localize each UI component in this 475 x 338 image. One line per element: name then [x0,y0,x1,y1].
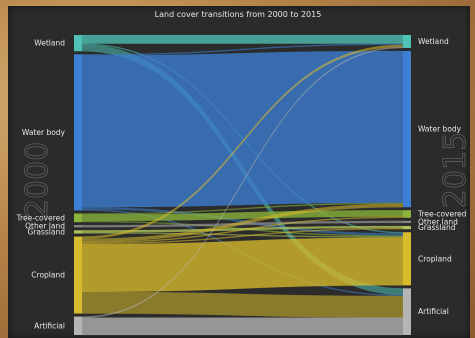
right-label-water: Water body [418,125,462,134]
nodes-layer [74,35,411,335]
right-node-grass [403,225,411,230]
right-node-wetland [403,35,411,49]
right-label-crop: Cropland [418,254,452,263]
left-label-other: Other land [25,222,65,231]
right-node-crop [403,232,411,286]
flow-tree-to-tree [81,209,404,222]
flows-layer [81,34,404,336]
left-label-wetland: Wetland [34,39,65,48]
left-label-tree: Tree-covered [16,213,66,222]
left-label-art: Artificial [34,321,65,330]
chart-title: Land cover transitions from 2000 to 2015 [155,10,322,19]
flow-art-to-art [81,317,404,336]
left-label-crop: Cropland [31,271,65,280]
left-node-other [74,225,82,228]
flow-wetland-to-wetland [81,34,404,44]
right-year-watermark: 2015 [438,132,473,208]
right-node-tree [403,210,411,218]
right-label-tree: Tree-covered [417,209,467,218]
right-label-grass: Grassland [418,223,456,232]
left-year-watermark: 2000 [20,142,55,218]
left-node-wetland [74,35,82,52]
right-label-art: Artificial [418,307,449,316]
flow-art-to-wetland [81,46,404,318]
left-node-tree [74,213,82,223]
left-node-art [74,316,82,335]
flow-water-to-water [81,50,404,208]
right-node-water [403,51,411,208]
left-label-grass: Grassland [28,227,66,236]
left-node-crop [74,236,82,314]
right-node-art [403,288,411,335]
left-node-water [74,54,82,211]
right-label-wetland: Wetland [418,37,449,46]
right-label-other: Other land [418,217,458,226]
flow-crop-to-crop [81,237,404,293]
right-node-other [403,220,411,223]
left-node-grass [74,230,82,234]
left-label-water: Water body [22,128,66,137]
flow-crop-to-art [81,291,404,318]
